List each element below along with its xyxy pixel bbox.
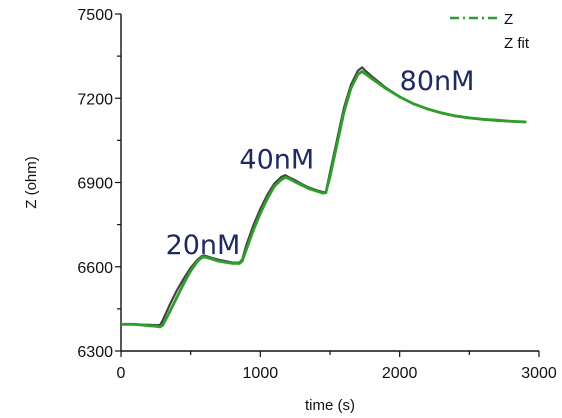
series-point-z — [168, 310, 172, 314]
series-point-z — [224, 260, 227, 264]
series-point-z — [175, 296, 179, 300]
series-point-z — [467, 116, 471, 120]
series-point-z — [217, 259, 220, 263]
series-point-z — [161, 323, 165, 327]
series-point-z — [324, 191, 328, 195]
x-tick-label-3000: 3000 — [521, 365, 557, 382]
series-point-z — [349, 87, 353, 90]
series-point-z — [251, 228, 255, 232]
series-line-z — [121, 70, 527, 329]
legend-z-label: Z — [504, 11, 513, 28]
series-point-z — [509, 119, 513, 123]
y-axis-title: Z (ohm) — [23, 156, 40, 209]
x-axis-title: time (s) — [305, 397, 355, 414]
series-point-z — [158, 325, 162, 329]
concentration-label-20nm: 20nM — [166, 230, 241, 261]
legend-z-fit-label: Z fit — [504, 35, 530, 52]
series-point-z — [356, 72, 360, 76]
y-tick-label-6600: 6600 — [77, 260, 113, 277]
series-point-z — [240, 259, 244, 263]
series-point-z — [454, 114, 457, 118]
series-point-z — [412, 102, 415, 106]
y-tick-label-6300: 6300 — [77, 344, 113, 361]
series-point-z — [360, 70, 364, 73]
annotation-layer: 20nM 40nM 80nM — [166, 66, 475, 261]
legend: Z Z fit — [450, 11, 530, 52]
series-point-z — [293, 180, 297, 184]
series-point-z — [363, 72, 367, 75]
series-point-z — [440, 111, 443, 115]
series-point-z — [121, 322, 123, 326]
concentration-label-80nm: 80nM — [400, 66, 475, 97]
series-point-z — [307, 187, 311, 191]
series-point-z — [258, 211, 262, 215]
series-point-z — [196, 259, 200, 263]
series-layer — [121, 66, 527, 329]
ticks-layer: 0 1000 2000 3000 6300 6600 6900 7200 7500 — [77, 7, 556, 382]
y-tick-label-7200: 7200 — [77, 91, 113, 108]
axes-layer — [120, 14, 539, 352]
y-tick-label-6900: 6900 — [77, 176, 113, 193]
series-point-z — [182, 282, 186, 285]
series-point-z — [342, 110, 346, 114]
series-point-z — [203, 255, 207, 259]
series-point-z — [238, 261, 241, 265]
series-point-z — [300, 183, 304, 187]
series-point-z — [200, 256, 204, 259]
series-point-z — [189, 269, 193, 273]
series-point-z — [265, 197, 269, 201]
series-point-z — [495, 118, 499, 122]
series-point-z — [286, 176, 290, 180]
series-point-z — [481, 117, 485, 121]
series-point-z — [279, 178, 283, 182]
series-point-z — [154, 324, 158, 328]
series-point-z — [314, 189, 318, 193]
y-tick-label-7500: 7500 — [77, 7, 113, 24]
series-point-z — [133, 322, 137, 326]
x-tick-label-2000: 2000 — [382, 365, 418, 382]
series-point-z — [398, 95, 402, 99]
series-point-z — [147, 324, 151, 328]
series-point-z — [321, 191, 325, 195]
concentration-label-40nm: 40nM — [239, 144, 314, 175]
series-point-z — [231, 261, 234, 265]
series-point-z — [328, 175, 332, 179]
series-point-z — [335, 143, 339, 146]
series-point-z — [523, 120, 527, 124]
series-point-z — [426, 107, 429, 111]
series-point-z — [384, 87, 388, 90]
x-tick-label-0: 0 — [117, 365, 126, 382]
series-point-z — [272, 185, 276, 188]
x-tick-label-1000: 1000 — [243, 365, 279, 382]
series-point-z — [210, 257, 213, 261]
series-point-z — [370, 77, 374, 80]
series-point-z — [245, 247, 248, 251]
series-point-z — [284, 176, 287, 179]
